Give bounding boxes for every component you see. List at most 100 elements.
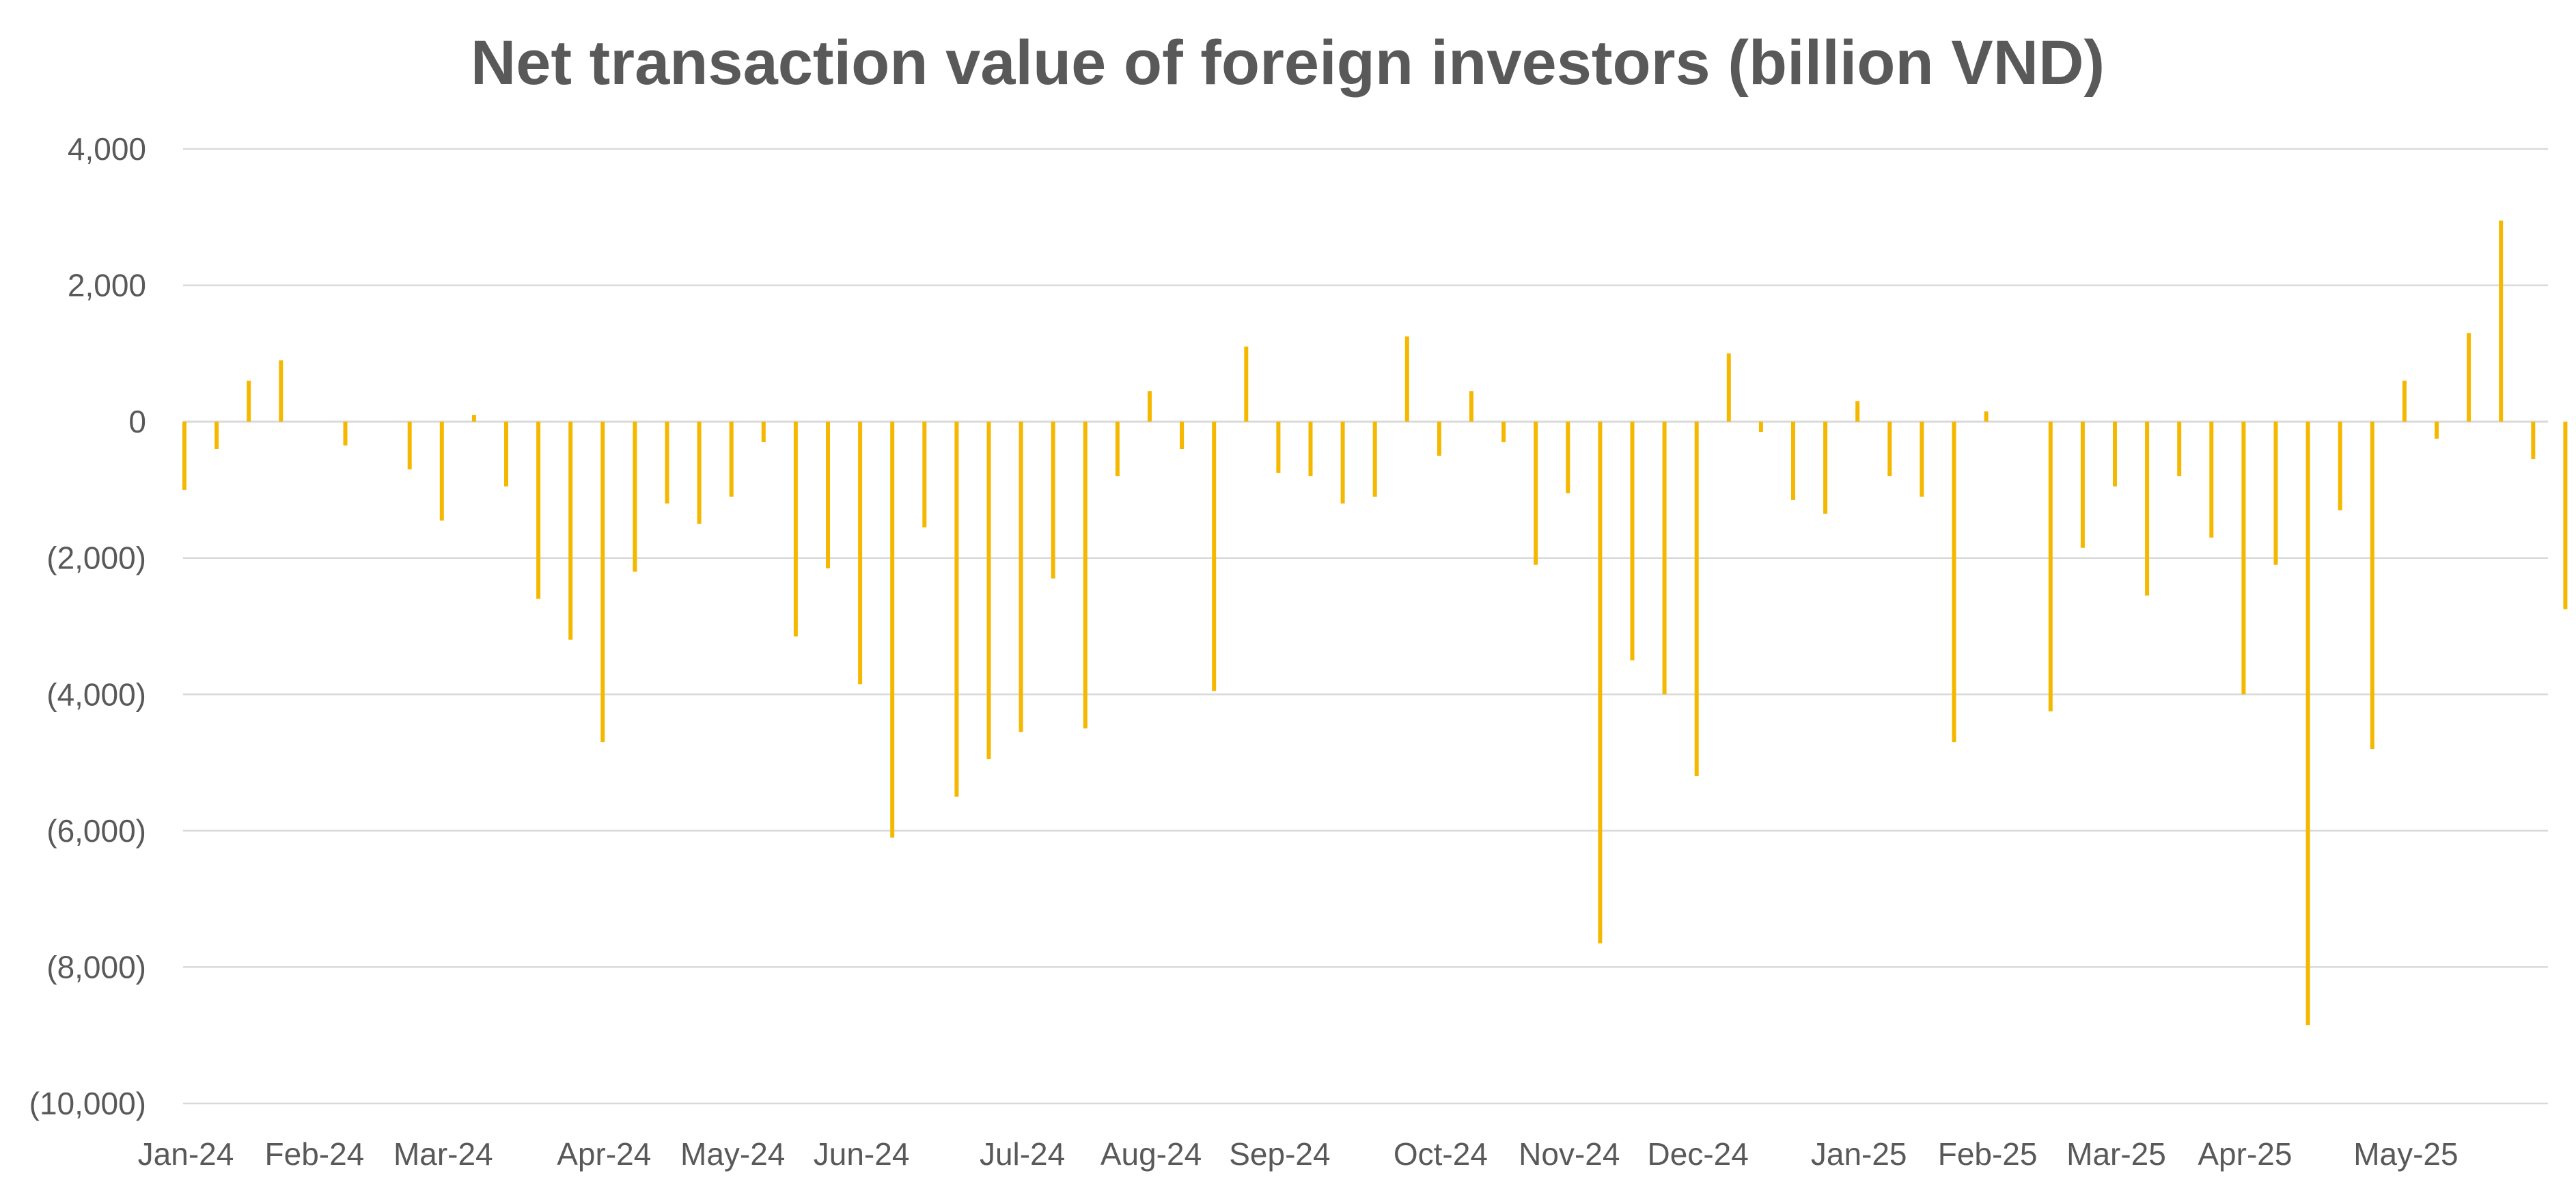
x-tick-label: Oct-24 (1394, 1136, 1488, 1172)
bar (761, 422, 766, 443)
y-tick-label: (10,000) (29, 1086, 146, 1121)
bar (1019, 422, 1023, 732)
bar (1276, 422, 1281, 473)
bar (2209, 422, 2214, 538)
x-tick-label: Apr-24 (557, 1136, 651, 1172)
bar (1887, 422, 1892, 476)
x-axis-tick-labels: Jan-24 Feb-24 Mar-24 Apr-24 May-24 Jun-24 Jul-… (138, 1136, 2459, 1172)
y-tick-label: (6,000) (46, 813, 146, 849)
bar (633, 422, 637, 572)
bar (1469, 391, 1473, 422)
x-tick-label: Jun-24 (814, 1136, 910, 1172)
grid-lines (183, 148, 2548, 1105)
bar (1404, 336, 1409, 422)
bar (2370, 422, 2374, 750)
bar (1115, 422, 1120, 476)
x-tick-label: May-24 (680, 1136, 785, 1172)
bar (2531, 422, 2536, 460)
bar (1534, 422, 1538, 565)
bar (1791, 422, 1795, 500)
x-tick-label: Jan-24 (138, 1136, 234, 1172)
y-tick-label: (2,000) (46, 540, 146, 576)
bar (729, 422, 734, 497)
bar (2305, 422, 2310, 1026)
bar (1244, 346, 1249, 422)
bar (2113, 422, 2117, 486)
bar (504, 422, 508, 486)
bar (600, 422, 605, 743)
bar (471, 415, 476, 422)
bar (1984, 411, 1989, 422)
bar (2080, 422, 2085, 548)
x-tick-label: Mar-25 (2066, 1136, 2166, 1172)
bar (2177, 422, 2182, 476)
y-tick-label: 0 (128, 404, 146, 439)
x-tick-label: Apr-25 (2198, 1136, 2292, 1172)
bar (826, 422, 830, 568)
bar (665, 422, 669, 504)
y-axis-tick-labels: 4,000 2,000 0 (2,000) (4,000) (6,000) (8,000) (… (29, 131, 146, 1121)
bar (2048, 422, 2053, 712)
bar (182, 422, 186, 490)
bar (1180, 422, 1185, 450)
bar (2499, 220, 2504, 422)
bar (1758, 422, 1763, 432)
bar (1920, 422, 1924, 497)
bar (858, 422, 863, 685)
bar (1598, 422, 1603, 944)
bar (2241, 422, 2246, 695)
bar (2145, 422, 2150, 596)
x-tick-label: May-25 (2353, 1136, 2458, 1172)
bar (1437, 422, 1441, 456)
bar (1501, 422, 1506, 443)
y-tick-label: (8,000) (46, 949, 146, 985)
chart-title: Net transaction value of foreign investo… (471, 28, 2105, 98)
bars (182, 220, 2568, 1026)
bar (2338, 422, 2342, 510)
bar (568, 422, 573, 640)
bar (2402, 381, 2407, 422)
x-tick-label: Nov-24 (1519, 1136, 1620, 1172)
bar (1212, 422, 1217, 691)
x-tick-label: Sep-24 (1229, 1136, 1330, 1172)
bar (1566, 422, 1570, 493)
bar (1855, 401, 1860, 422)
bar (1340, 422, 1345, 504)
bar (1308, 422, 1313, 476)
bar (1051, 422, 1055, 579)
bar (247, 381, 251, 422)
bar (1726, 353, 1731, 422)
bar (954, 422, 959, 797)
x-tick-label: Aug-24 (1100, 1136, 1202, 1172)
bar (986, 422, 991, 760)
bar (793, 422, 798, 637)
x-tick-label: Mar-24 (393, 1136, 493, 1172)
bar (922, 422, 927, 527)
bar (1148, 391, 1152, 422)
bar (890, 422, 895, 838)
bar (1694, 422, 1699, 777)
bar (1823, 422, 1828, 514)
x-tick-label: Dec-24 (1648, 1136, 1749, 1172)
x-tick-label: Feb-24 (265, 1136, 365, 1172)
y-tick-label: (4,000) (46, 676, 146, 712)
x-tick-label: Jan-25 (1811, 1136, 1907, 1172)
y-tick-label: 4,000 (68, 131, 146, 167)
bar (1372, 422, 1377, 497)
bar (2563, 422, 2568, 609)
bar (407, 422, 412, 469)
bar (343, 422, 348, 446)
bar (2435, 422, 2439, 439)
bar (1083, 422, 1088, 729)
x-tick-label: Feb-25 (1938, 1136, 2038, 1172)
x-tick-label: Jul-24 (980, 1136, 1065, 1172)
bar (1630, 422, 1635, 661)
bar (439, 422, 444, 521)
bar (697, 422, 702, 524)
bar (214, 422, 219, 450)
bar (1952, 422, 1956, 743)
bar (2467, 333, 2471, 422)
bar (536, 422, 541, 599)
y-tick-label: 2,000 (68, 268, 146, 303)
